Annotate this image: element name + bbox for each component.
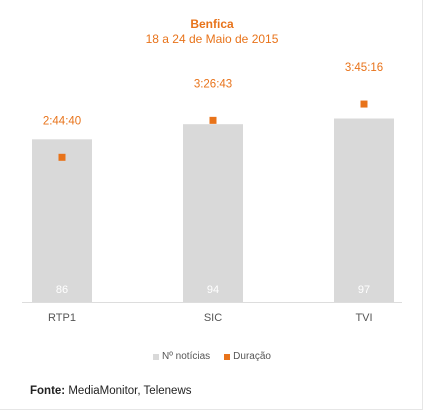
legend-label-duracao: Duração (233, 351, 271, 362)
bar-rtp1 (32, 139, 92, 302)
bar-sic (183, 124, 243, 302)
legend-swatch-duracao (224, 353, 231, 360)
duration-marker-rtp1 (58, 153, 66, 161)
category-label-rtp1: RTP1 (48, 312, 76, 324)
legend-label-noticias: Nº notícias (162, 351, 211, 362)
duration-label-rtp1: 2:44:40 (43, 115, 81, 127)
duration-label-tvi: 3:45:16 (345, 62, 383, 74)
duration-label-sic: 3:26:43 (194, 78, 232, 90)
duration-marker-sic (209, 116, 217, 124)
bar-tvi (334, 118, 394, 302)
chart-subtitle: 18 a 24 de Maio de 2015 (145, 32, 279, 46)
legend: Nº notícias Duração (0, 351, 424, 362)
chart-title: Benfica (190, 17, 234, 31)
category-label-sic: SIC (204, 312, 222, 324)
bar-value-rtp1: 86 (56, 284, 68, 296)
legend-item-duracao[interactable]: Duração (224, 351, 271, 362)
category-label-tvi: TVI (355, 312, 372, 324)
source-label: Fonte: (30, 385, 66, 397)
bar-value-tvi: 97 (358, 284, 370, 296)
source-note: Fonte: MediaMonitor, Telenews (30, 385, 192, 397)
bar-value-sic: 94 (207, 284, 219, 296)
source-text: MediaMonitor, Telenews (68, 385, 192, 397)
duration-marker-tvi (360, 100, 368, 108)
legend-swatch-noticias (153, 353, 160, 360)
legend-item-noticias[interactable]: Nº notícias (153, 351, 210, 362)
